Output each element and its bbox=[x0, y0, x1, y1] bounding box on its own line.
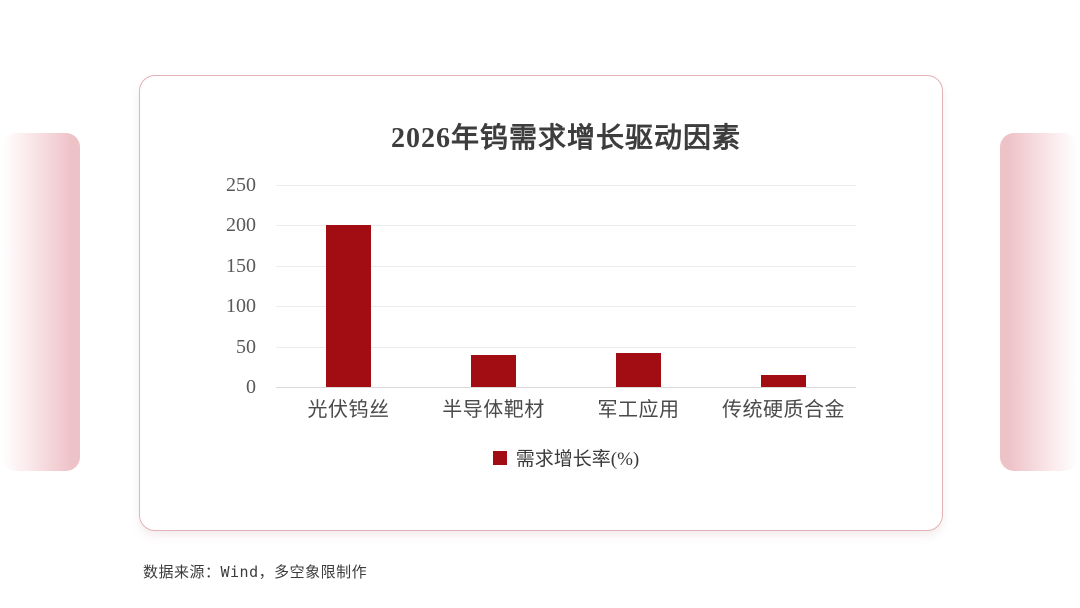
bar-slot bbox=[421, 185, 566, 387]
bar-2 bbox=[471, 354, 516, 387]
x-tick-label: 传统硬质合金 bbox=[722, 399, 845, 421]
gridline-250 bbox=[276, 185, 856, 186]
legend-swatch-icon bbox=[492, 450, 507, 465]
x-tick-label: 军工应用 bbox=[597, 399, 680, 421]
decorative-gradient-bar-right bbox=[1000, 133, 1078, 471]
bars-row bbox=[276, 185, 856, 387]
bar-slot bbox=[711, 185, 856, 387]
bar-slot bbox=[276, 185, 421, 387]
chart-card: 2026年钨需求增长驱动因素 0 50 100 150 200 250 光伏钨丝 半导体靶材… bbox=[139, 75, 943, 531]
gridline-50 bbox=[276, 346, 856, 348]
plot-area bbox=[276, 185, 856, 388]
gridline-200 bbox=[276, 225, 856, 227]
data-source-note: 数据来源：Wind，多空象限制作 bbox=[143, 563, 368, 581]
x-tick-label: 光伏钨丝 bbox=[307, 399, 390, 421]
gridline-100 bbox=[276, 306, 856, 308]
decorative-gradient-bar-left bbox=[2, 133, 80, 471]
y-tick-label-200: 200 bbox=[226, 214, 256, 237]
chart-title: 2026年钨需求增长驱动因素 bbox=[390, 123, 741, 154]
bar-slot bbox=[566, 185, 711, 387]
x-axis-labels: 光伏钨丝 半导体靶材 军工应用 传统硬质合金 bbox=[276, 393, 856, 422]
gridline-0 bbox=[276, 387, 856, 388]
bar-3 bbox=[616, 353, 661, 387]
y-tick-label-100: 100 bbox=[226, 295, 256, 318]
y-axis-labels: 0 50 100 150 200 250 bbox=[140, 175, 264, 397]
gridline-150 bbox=[276, 265, 856, 267]
bar-1 bbox=[326, 225, 371, 387]
y-tick-label-250: 250 bbox=[226, 174, 256, 196]
bar-4 bbox=[761, 374, 806, 387]
y-tick-label-150: 150 bbox=[226, 254, 256, 277]
x-tick-label: 半导体靶材 bbox=[442, 399, 545, 421]
y-tick-label-0: 0 bbox=[246, 376, 256, 398]
legend-label: 需求增长率(%) bbox=[515, 449, 640, 470]
y-tick-label-50: 50 bbox=[236, 335, 256, 358]
chart-legend: 需求增长率(%) bbox=[276, 444, 856, 471]
